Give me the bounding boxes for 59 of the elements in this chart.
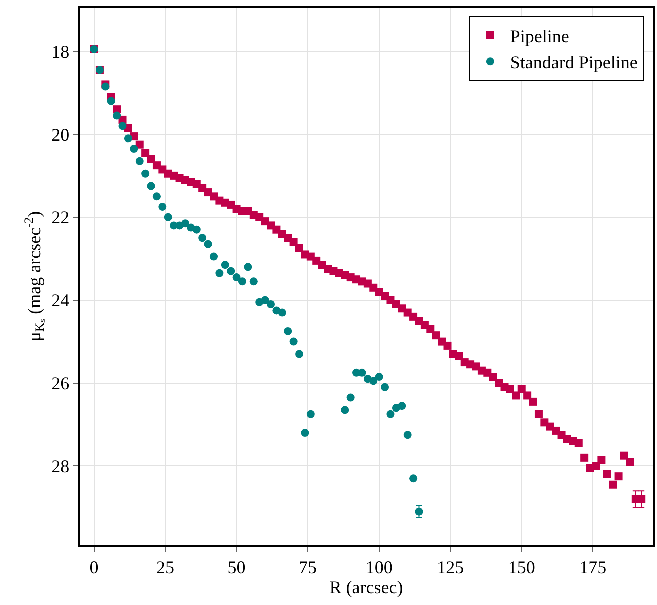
point <box>381 383 390 392</box>
point <box>398 402 406 410</box>
point <box>415 508 424 516</box>
x-tick-label: 150 <box>508 557 536 578</box>
point <box>296 350 304 358</box>
point <box>198 234 207 242</box>
point <box>107 97 116 106</box>
point <box>232 274 241 282</box>
x-tick-label: 175 <box>580 557 607 578</box>
point <box>181 220 190 228</box>
point <box>358 368 366 377</box>
legend-label: Pipeline <box>510 26 570 46</box>
y-tick-label: 26 <box>52 374 70 394</box>
point <box>261 296 270 304</box>
x-tick-label: 0 <box>90 557 99 578</box>
point <box>124 134 132 143</box>
point <box>130 144 138 153</box>
point <box>113 112 122 120</box>
x-axis-title: R (arcsec) <box>330 577 404 598</box>
point <box>164 213 172 222</box>
point <box>221 261 230 270</box>
point <box>118 122 127 130</box>
point <box>152 192 161 201</box>
legend-label: Standard Pipeline <box>510 52 638 73</box>
point <box>227 267 236 276</box>
point <box>136 157 144 166</box>
point <box>210 252 218 261</box>
y-tick-label: 22 <box>52 208 70 228</box>
point <box>370 377 378 386</box>
point <box>346 394 355 402</box>
x-tick-label: 50 <box>228 557 246 578</box>
y-tick-label: 20 <box>52 124 70 145</box>
point <box>216 269 224 278</box>
point <box>267 300 275 308</box>
y-tick-label: 28 <box>52 456 70 477</box>
point <box>301 429 310 438</box>
point <box>341 406 350 414</box>
point <box>306 410 315 418</box>
point <box>147 182 156 190</box>
y-tick-label: 24 <box>52 290 70 311</box>
point <box>375 373 384 382</box>
point <box>158 203 167 212</box>
point <box>142 170 150 178</box>
point <box>410 474 418 483</box>
point <box>404 431 412 440</box>
x-tick-label: 75 <box>299 557 318 578</box>
x-tick-label: 125 <box>437 557 464 578</box>
point <box>284 327 292 336</box>
point <box>238 278 246 286</box>
point <box>192 226 201 234</box>
point <box>386 410 395 418</box>
point <box>250 278 258 286</box>
y-tick-label: 18 <box>52 42 70 62</box>
point <box>204 240 212 248</box>
x-tick-label: 25 <box>156 557 175 578</box>
point <box>278 308 286 317</box>
x-tick-label: 100 <box>366 557 393 578</box>
point <box>290 338 298 346</box>
point <box>244 263 252 272</box>
